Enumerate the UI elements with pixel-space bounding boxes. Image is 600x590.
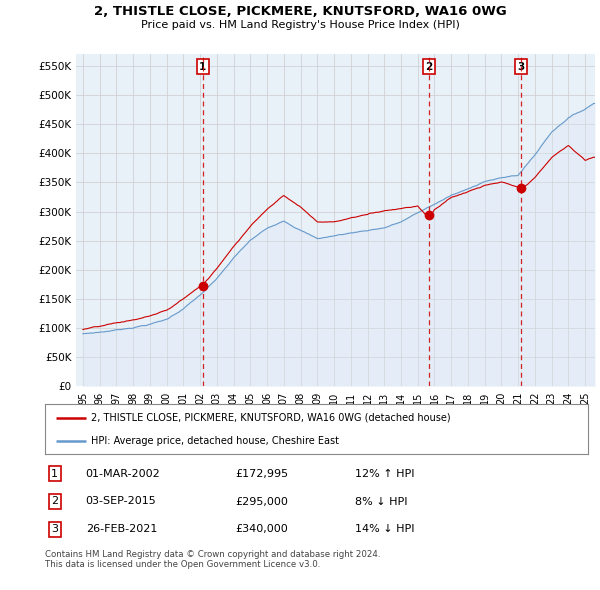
- Text: 2, THISTLE CLOSE, PICKMERE, KNUTSFORD, WA16 0WG (detached house): 2, THISTLE CLOSE, PICKMERE, KNUTSFORD, W…: [91, 412, 451, 422]
- Text: 1: 1: [199, 61, 206, 71]
- Text: 3: 3: [517, 61, 524, 71]
- Text: 2, THISTLE CLOSE, PICKMERE, KNUTSFORD, WA16 0WG: 2, THISTLE CLOSE, PICKMERE, KNUTSFORD, W…: [94, 5, 506, 18]
- Text: £295,000: £295,000: [235, 497, 288, 506]
- Text: 8% ↓ HPI: 8% ↓ HPI: [355, 497, 407, 506]
- Text: 03-SEP-2015: 03-SEP-2015: [86, 497, 157, 506]
- Text: 01-MAR-2002: 01-MAR-2002: [86, 468, 160, 478]
- Text: £340,000: £340,000: [235, 525, 288, 535]
- Text: 14% ↓ HPI: 14% ↓ HPI: [355, 525, 414, 535]
- Text: 3: 3: [51, 525, 58, 535]
- Text: 26-FEB-2021: 26-FEB-2021: [86, 525, 157, 535]
- Text: 12% ↑ HPI: 12% ↑ HPI: [355, 468, 414, 478]
- Text: HPI: Average price, detached house, Cheshire East: HPI: Average price, detached house, Ches…: [91, 436, 339, 446]
- Text: 1: 1: [51, 468, 58, 478]
- Text: 2: 2: [51, 497, 58, 506]
- Text: Contains HM Land Registry data © Crown copyright and database right 2024.
This d: Contains HM Land Registry data © Crown c…: [45, 550, 380, 569]
- Text: 2: 2: [425, 61, 433, 71]
- Text: Price paid vs. HM Land Registry's House Price Index (HPI): Price paid vs. HM Land Registry's House …: [140, 20, 460, 30]
- Text: £172,995: £172,995: [235, 468, 288, 478]
